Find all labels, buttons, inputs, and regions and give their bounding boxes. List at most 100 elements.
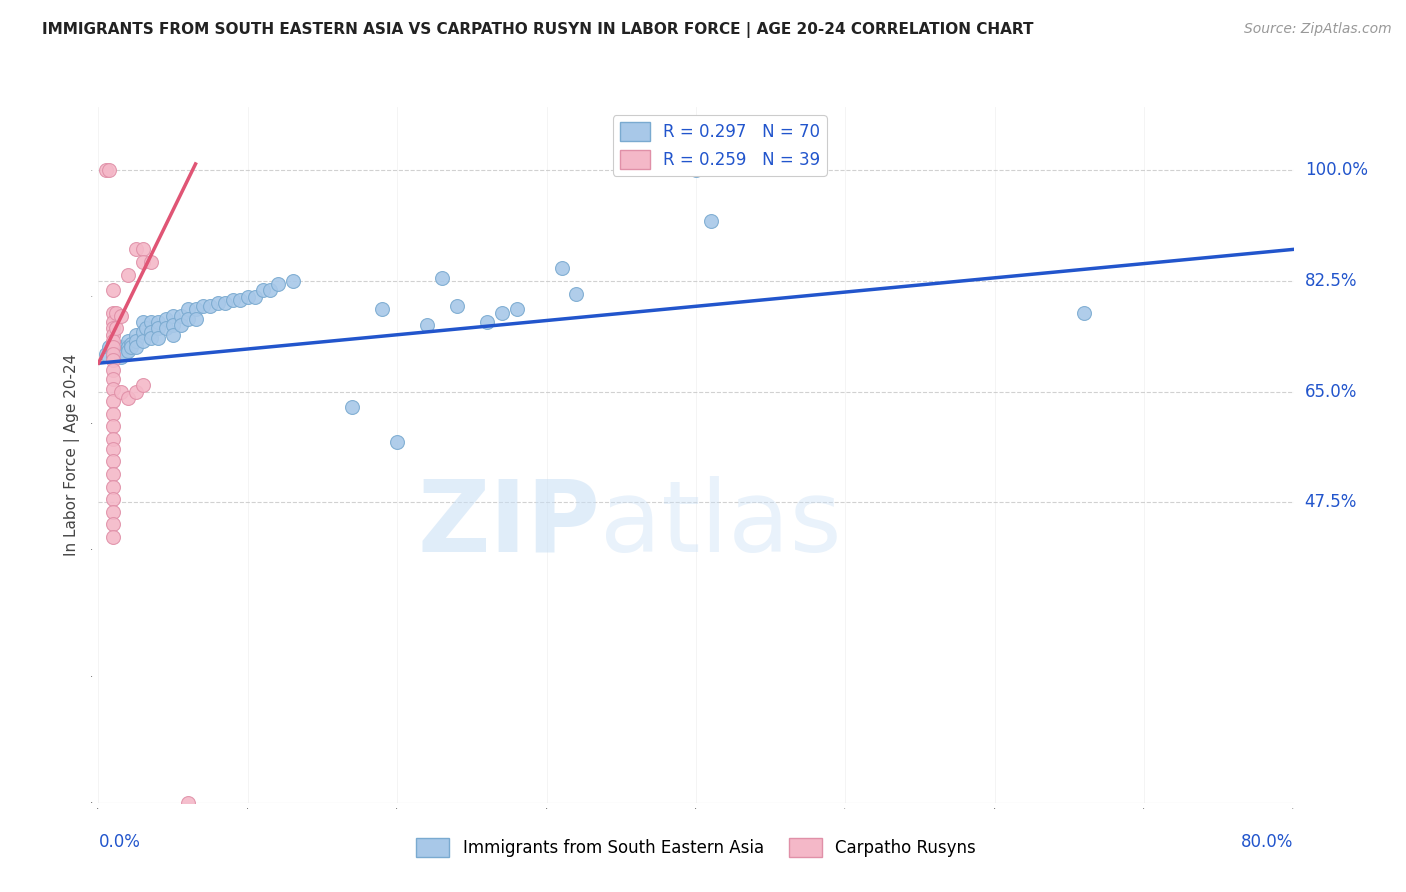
Point: [177, 796, 200, 810]
Point: [110, 384, 132, 399]
Point: [139, 325, 162, 339]
Point: [236, 290, 259, 304]
Point: [491, 305, 513, 319]
Point: [103, 350, 125, 364]
Text: atlas: atlas: [600, 476, 842, 573]
Point: [371, 302, 394, 317]
Point: [97, 163, 120, 178]
Point: [103, 530, 125, 544]
Point: [103, 394, 125, 409]
Y-axis label: In Labor Force | Age 20-24: In Labor Force | Age 20-24: [65, 354, 80, 556]
Point: [214, 296, 236, 310]
Point: [162, 327, 184, 342]
Point: [105, 305, 128, 319]
Point: [132, 255, 155, 269]
Point: [132, 378, 155, 392]
Point: [385, 435, 409, 450]
Text: 82.5%: 82.5%: [1305, 272, 1357, 290]
Point: [132, 243, 155, 257]
Point: [117, 343, 139, 358]
Point: [685, 163, 707, 178]
Point: [207, 296, 229, 310]
Text: 100.0%: 100.0%: [1305, 161, 1368, 179]
Point: [125, 327, 148, 342]
Legend: Immigrants from South Eastern Asia, Carpatho Rusyns: Immigrants from South Eastern Asia, Carp…: [409, 831, 983, 864]
Point: [184, 312, 207, 326]
Point: [103, 372, 125, 386]
Point: [222, 293, 245, 307]
Point: [245, 290, 267, 304]
Point: [110, 343, 132, 358]
Point: [125, 243, 148, 257]
Point: [110, 347, 132, 361]
Point: [416, 318, 439, 333]
Point: [139, 255, 162, 269]
Point: [110, 309, 132, 323]
Point: [135, 321, 157, 335]
Point: [117, 340, 139, 354]
Point: [103, 347, 125, 361]
Point: [565, 286, 588, 301]
Point: [162, 309, 184, 323]
Point: [475, 315, 498, 329]
Point: [155, 321, 177, 335]
Point: [184, 302, 207, 317]
Point: [103, 343, 125, 358]
Point: [103, 327, 125, 342]
Point: [550, 261, 572, 276]
Point: [132, 334, 155, 348]
Point: [125, 334, 148, 348]
Point: [191, 299, 214, 313]
Point: [267, 277, 290, 292]
Point: [700, 214, 723, 228]
Point: [103, 382, 125, 396]
Text: Source: ZipAtlas.com: Source: ZipAtlas.com: [1244, 22, 1392, 37]
Point: [103, 321, 125, 335]
Point: [139, 315, 162, 329]
Point: [132, 315, 155, 329]
Point: [103, 505, 125, 519]
Point: [103, 340, 125, 354]
Point: [155, 312, 177, 326]
Text: 65.0%: 65.0%: [1305, 383, 1357, 401]
Point: [252, 284, 274, 298]
Text: 0.0%: 0.0%: [98, 833, 141, 851]
Point: [103, 305, 125, 319]
Point: [103, 432, 125, 446]
Point: [103, 353, 125, 368]
Point: [110, 340, 132, 354]
Point: [103, 479, 125, 493]
Point: [162, 318, 184, 333]
Point: [105, 321, 128, 335]
Point: [103, 340, 125, 354]
Point: [103, 334, 125, 348]
Point: [103, 362, 125, 376]
Point: [169, 309, 191, 323]
Point: [117, 268, 139, 282]
Point: [103, 442, 125, 456]
Point: [114, 340, 136, 354]
Point: [103, 419, 125, 434]
Text: 80.0%: 80.0%: [1241, 833, 1294, 851]
Point: [120, 337, 142, 351]
Point: [103, 454, 125, 468]
Point: [281, 274, 304, 288]
Point: [103, 517, 125, 532]
Point: [148, 331, 170, 345]
Point: [430, 270, 453, 285]
Point: [103, 407, 125, 421]
Point: [125, 340, 148, 354]
Point: [103, 347, 125, 361]
Point: [94, 163, 117, 178]
Point: [103, 492, 125, 507]
Point: [148, 321, 170, 335]
Text: 47.5%: 47.5%: [1305, 493, 1357, 511]
Point: [446, 299, 468, 313]
Point: [120, 340, 142, 354]
Point: [125, 384, 148, 399]
Point: [148, 315, 170, 329]
Point: [105, 343, 128, 358]
Point: [117, 391, 139, 405]
Point: [94, 347, 117, 361]
Point: [105, 347, 128, 361]
